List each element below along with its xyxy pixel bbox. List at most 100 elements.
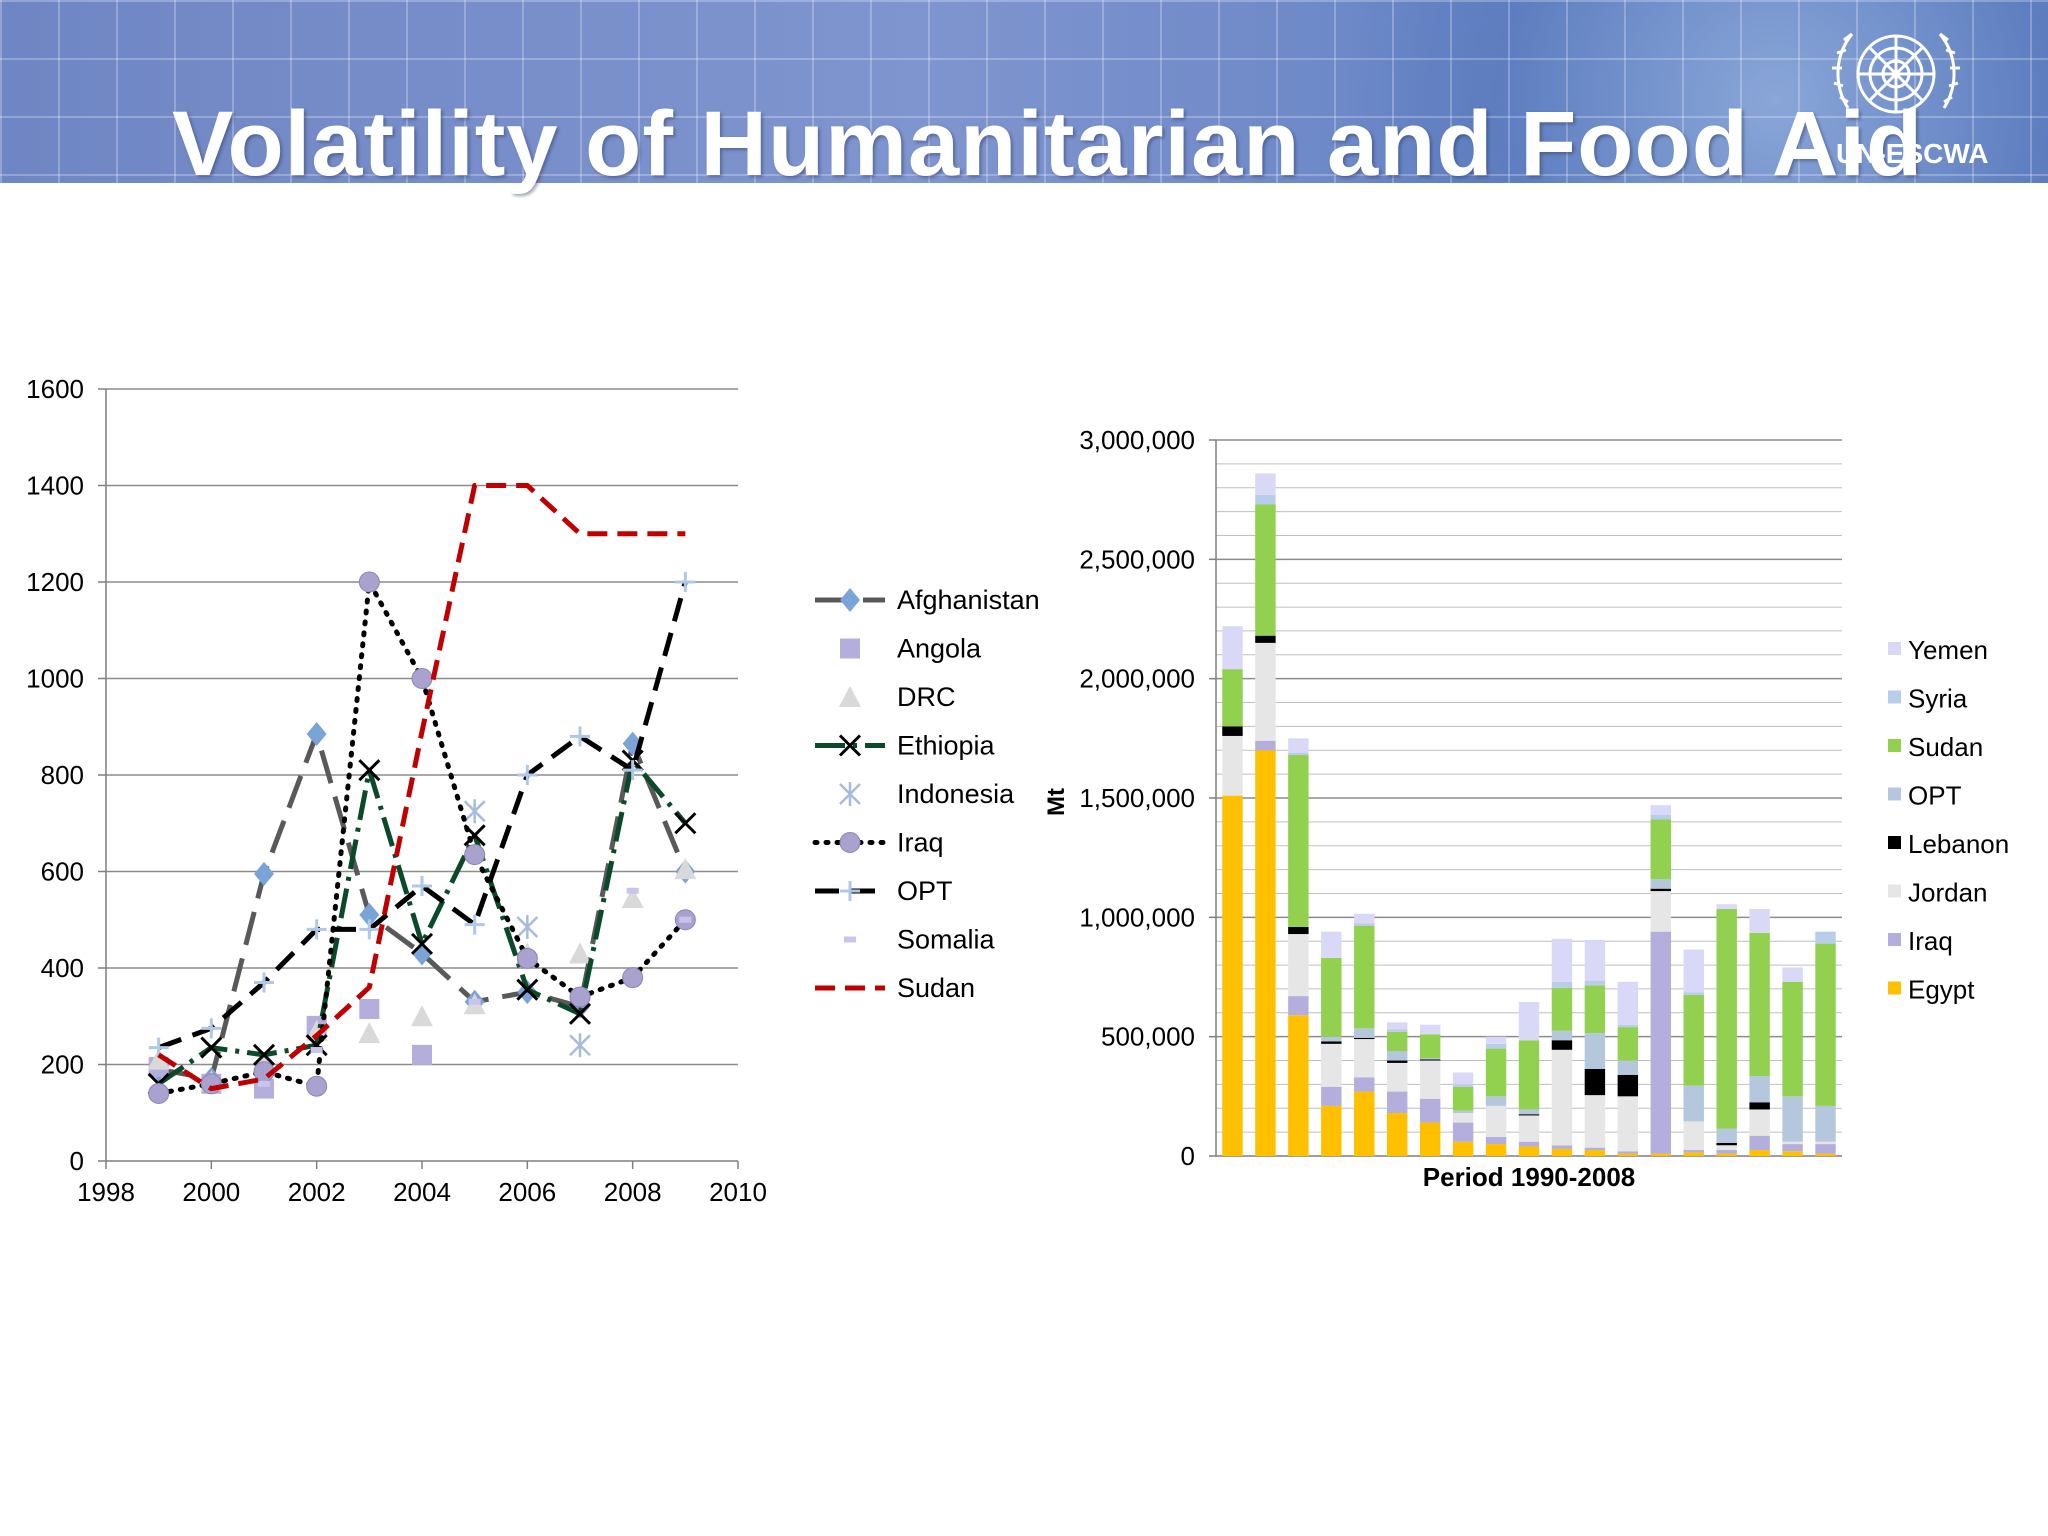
data-point-ethiopia — [568, 1002, 592, 1025]
bar-segment-lebanon — [1716, 1142, 1737, 1146]
data-point-ethiopia — [252, 1043, 276, 1066]
data-point-opt — [201, 1018, 222, 1039]
data-point-angola — [412, 1044, 432, 1065]
bar-segment-lebanon — [1222, 726, 1243, 736]
bar-segment-jordan — [1782, 1141, 1803, 1145]
bar-stack — [1782, 967, 1803, 1156]
data-point-indonesia — [516, 914, 539, 939]
bar-segment-opt — [1617, 1060, 1639, 1075]
legend-swatch-syria — [1888, 690, 1901, 704]
bar-segment-sudan — [1518, 1040, 1540, 1110]
slide-title: Volatility of Humanitarian and Food Aid — [172, 93, 1924, 195]
legend-marker-iraq — [839, 832, 861, 853]
legend-item-jordan: Jordan — [1888, 878, 1988, 908]
legend-marker-somalia — [844, 936, 856, 943]
legend-swatch-jordan — [1888, 884, 1901, 898]
legend-label-yemen: Yemen — [1908, 635, 1988, 665]
bar-segment-syria — [1386, 1029, 1408, 1032]
bar-stack — [1222, 626, 1243, 1156]
data-point-ethiopia — [516, 978, 539, 1001]
bar-segment-opt — [1815, 1105, 1836, 1142]
series-ethiopia — [147, 749, 697, 1095]
bar-segment-yemen — [1716, 904, 1737, 909]
bar-segment-yemen — [1617, 981, 1639, 1025]
data-point-angola — [359, 999, 380, 1020]
un-escwa-logo-text: UN-ESCWA — [1836, 138, 1989, 169]
legend-swatch-egypt — [1888, 981, 1901, 995]
bar-segment-sudan — [1452, 1086, 1474, 1111]
bar-segment-yemen — [1683, 949, 1704, 993]
bar-segment-egypt — [1716, 1153, 1737, 1156]
bar-segment-opt — [1782, 1096, 1803, 1142]
legend-item-syria: Syria — [1888, 684, 1968, 714]
bar-segment-lebanon — [1551, 1040, 1573, 1050]
bar-segment-lebanon — [1386, 1060, 1408, 1063]
bar-stack — [1386, 1022, 1408, 1156]
bar-segment-egypt — [1650, 1153, 1672, 1156]
bar-segment-yemen — [1354, 913, 1375, 924]
bar-segment-opt — [1584, 1033, 1606, 1069]
data-point-opt — [570, 726, 590, 747]
bar-stack — [1255, 473, 1276, 1156]
data-point-afghanistan — [359, 902, 380, 927]
legend-swatch-iraq — [1888, 933, 1901, 946]
bar-segment-sudan — [1617, 1027, 1639, 1061]
legend-label-egypt: Egypt — [1908, 975, 1975, 1005]
y-tick-label: 1,500,000 — [1079, 783, 1195, 813]
data-point-afghanistan — [254, 861, 274, 886]
bar-segment-egypt — [1354, 1091, 1375, 1156]
bar-segment-lebanon — [1288, 926, 1309, 935]
bar-segment-opt — [1650, 879, 1672, 889]
legend-item-egypt: Egypt — [1888, 975, 1975, 1005]
data-point-indonesia — [463, 799, 486, 824]
bar-segment-sudan — [1782, 981, 1803, 1097]
data-point-indonesia — [569, 1033, 591, 1058]
legend-item-sudan: Sudan — [815, 973, 975, 1003]
legend-label-iraq: Iraq — [897, 828, 944, 858]
line-chart: 0 200 400 600 800 1000 1200 1400 1600 1998 2000 200… — [26, 374, 1039, 1207]
data-point-ethiopia — [674, 812, 697, 835]
bar-segment-sudan — [1288, 755, 1309, 927]
legend-label-iraq: Iraq — [1908, 926, 1953, 956]
bar-segment-opt — [1485, 1096, 1507, 1106]
bar-stack — [1551, 938, 1573, 1156]
bar-segment-egypt — [1386, 1113, 1408, 1156]
data-point-opt — [622, 760, 643, 781]
bar-segment-iraq — [1452, 1122, 1474, 1142]
bar-segment-yemen — [1749, 908, 1770, 933]
bar-segment-jordan — [1584, 1095, 1606, 1148]
bar-segment-yemen — [1222, 626, 1243, 670]
y-tick-label: 400 — [41, 953, 84, 983]
bar-segment-iraq — [1617, 1151, 1639, 1154]
legend-item-somalia: Somalia — [844, 925, 996, 955]
bar-segment-opt — [1386, 1050, 1408, 1061]
bar-segment-iraq — [1419, 1098, 1441, 1123]
bar-stack — [1716, 904, 1737, 1156]
header-banner — [0, 0, 2048, 183]
legend-swatch-yemen — [1888, 642, 1901, 655]
bar-segment-opt — [1518, 1109, 1540, 1115]
data-point-drc — [147, 1048, 170, 1070]
series-somalia — [258, 887, 692, 1087]
legend-item-opt: OPT — [1888, 781, 1962, 811]
bar-segment-lebanon — [1255, 635, 1276, 643]
bar-stack — [1584, 940, 1606, 1156]
legend-item-lebanon: Lebanon — [1888, 829, 2009, 859]
bar-segment-sudan — [1321, 957, 1342, 1037]
legend-label-somalia: Somalia — [897, 925, 996, 955]
data-point-iraq — [358, 571, 380, 593]
bar-segment-yemen — [1485, 1036, 1507, 1044]
bar-segment-sudan — [1584, 985, 1606, 1034]
bar-segment-syria — [1617, 1024, 1639, 1028]
bar-stack — [1683, 949, 1704, 1156]
bar-segment-egypt — [1255, 750, 1276, 1156]
un-emblem-icon — [1832, 32, 1960, 114]
data-point-iraq — [411, 668, 433, 689]
legend-item-ethiopia: Ethiopia — [815, 731, 996, 761]
bar-segment-jordan — [1386, 1062, 1408, 1092]
bar-segment-iraq — [1354, 1077, 1375, 1092]
x-tick-label: 2006 — [498, 1177, 556, 1207]
data-point-drc — [569, 942, 591, 964]
series-indonesia — [463, 799, 591, 1058]
bar-segment-opt — [1683, 1085, 1704, 1122]
